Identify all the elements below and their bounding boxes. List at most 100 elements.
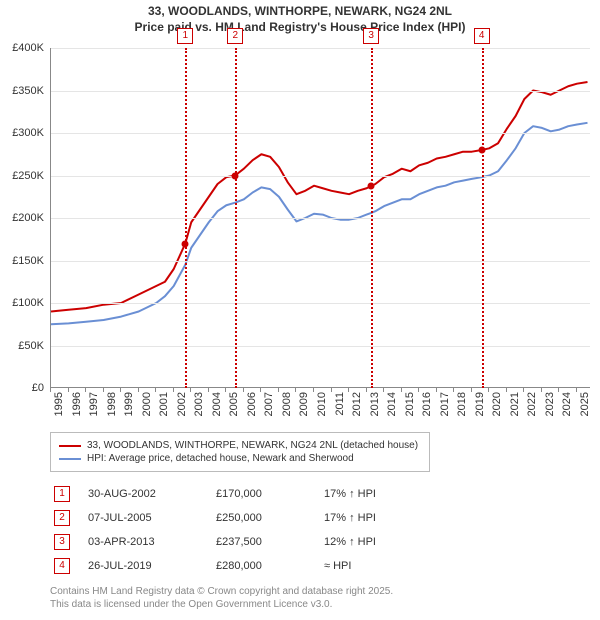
sale-marker-point xyxy=(478,147,485,154)
y-axis-label: £400K xyxy=(0,42,44,54)
x-tick xyxy=(190,388,191,392)
x-tick xyxy=(260,388,261,392)
x-tick xyxy=(576,388,577,392)
x-axis-label: 2000 xyxy=(141,392,153,416)
x-tick xyxy=(523,388,524,392)
y-axis-label: £300K xyxy=(0,127,44,139)
y-axis-label: £150K xyxy=(0,255,44,267)
x-axis-label: 2025 xyxy=(579,392,591,416)
legend-swatch xyxy=(59,458,81,460)
plot-area: 1234 xyxy=(50,48,590,388)
x-axis-label: 2012 xyxy=(351,392,363,416)
y-gridline xyxy=(51,303,590,304)
x-tick xyxy=(103,388,104,392)
legend: 33, WOODLANDS, WINTHORPE, NEWARK, NG24 2… xyxy=(50,432,430,472)
x-axis-label: 2022 xyxy=(526,392,538,416)
sales-row-pct: 17% ↑ HPI xyxy=(324,512,444,524)
sale-marker-point xyxy=(368,183,375,190)
y-gridline xyxy=(51,91,590,92)
x-axis-label: 2021 xyxy=(509,392,521,416)
title-line2: Price paid vs. HM Land Registry's House … xyxy=(10,20,590,36)
x-tick xyxy=(68,388,69,392)
x-axis-label: 2011 xyxy=(334,392,346,416)
sales-table: 1 30-AUG-2002 £170,000 17% ↑ HPI 2 07-JUL-200… xyxy=(50,482,550,578)
y-gridline xyxy=(51,133,590,134)
sales-row-pct: 12% ↑ HPI xyxy=(324,536,444,548)
sales-row-marker: 2 xyxy=(54,510,70,526)
sales-row-price: £170,000 xyxy=(216,488,306,500)
attribution: Contains HM Land Registry data © Crown c… xyxy=(50,586,570,611)
x-tick xyxy=(436,388,437,392)
y-gridline xyxy=(51,48,590,49)
x-axis-label: 1999 xyxy=(123,392,135,416)
x-tick xyxy=(506,388,507,392)
legend-row-price-paid: 33, WOODLANDS, WINTHORPE, NEWARK, NG24 2… xyxy=(59,439,421,452)
x-axis-label: 2015 xyxy=(404,392,416,416)
sales-row-pct: 17% ↑ HPI xyxy=(324,488,444,500)
x-axis-label: 2009 xyxy=(298,392,310,416)
sale-marker-box: 3 xyxy=(363,28,379,44)
x-axis-label: 2002 xyxy=(176,392,188,416)
sales-row-marker: 1 xyxy=(54,486,70,502)
y-axis-label: £200K xyxy=(0,212,44,224)
x-axis-label: 1995 xyxy=(53,392,65,416)
x-tick xyxy=(418,388,419,392)
sale-marker-line xyxy=(371,48,373,388)
x-tick xyxy=(50,388,51,392)
x-axis-label: 2016 xyxy=(421,392,433,416)
y-gridline xyxy=(51,218,590,219)
sale-marker-line xyxy=(185,48,187,388)
sale-marker-point xyxy=(182,240,189,247)
x-axis-label: 2001 xyxy=(158,392,170,416)
x-tick xyxy=(558,388,559,392)
attribution-line1: Contains HM Land Registry data © Crown c… xyxy=(50,586,570,599)
x-axis-label: 2018 xyxy=(456,392,468,416)
sales-row-date: 26-JUL-2019 xyxy=(88,560,198,572)
x-tick xyxy=(401,388,402,392)
y-axis-label: £350K xyxy=(0,85,44,97)
y-axis-label: £100K xyxy=(0,297,44,309)
x-axis-label: 1996 xyxy=(71,392,83,416)
sales-row-date: 07-JUL-2005 xyxy=(88,512,198,524)
x-axis-label: 1998 xyxy=(106,392,118,416)
legend-swatch xyxy=(59,445,81,447)
x-tick xyxy=(471,388,472,392)
x-axis-label: 2008 xyxy=(281,392,293,416)
x-tick xyxy=(488,388,489,392)
x-axis-label: 1997 xyxy=(88,392,100,416)
x-axis-label: 2023 xyxy=(544,392,556,416)
sales-row: 207-JUL-2005£250,00017% ↑ HPI xyxy=(50,506,550,530)
x-axis-label: 2014 xyxy=(386,392,398,416)
sales-row-pct: ≈ HPI xyxy=(324,560,444,572)
chart-area: 1234 £0£50K£100K£150K£200K£250K£300K£350… xyxy=(50,48,590,388)
y-gridline xyxy=(51,261,590,262)
legend-label: 33, WOODLANDS, WINTHORPE, NEWARK, NG24 2… xyxy=(87,440,418,451)
legend-label: HPI: Average price, detached house, Newa… xyxy=(87,453,354,464)
x-tick xyxy=(383,388,384,392)
chart-container: 33, WOODLANDS, WINTHORPE, NEWARK, NG24 2… xyxy=(0,0,600,620)
sale-marker-box: 4 xyxy=(474,28,490,44)
sales-row-date: 30-AUG-2002 xyxy=(88,488,198,500)
y-axis-label: £0 xyxy=(0,382,44,394)
x-axis-label: 2007 xyxy=(263,392,275,416)
x-axis-label: 2004 xyxy=(211,392,223,416)
y-axis-label: £250K xyxy=(0,170,44,182)
x-axis-label: 2003 xyxy=(193,392,205,416)
x-tick xyxy=(541,388,542,392)
x-tick xyxy=(295,388,296,392)
sales-row-marker: 3 xyxy=(54,534,70,550)
x-axis-label: 2013 xyxy=(369,392,381,416)
sales-row-price: £280,000 xyxy=(216,560,306,572)
y-axis-label: £50K xyxy=(0,340,44,352)
x-axis-label: 2024 xyxy=(561,392,573,416)
chart-title: 33, WOODLANDS, WINTHORPE, NEWARK, NG24 2… xyxy=(0,0,600,35)
x-tick xyxy=(208,388,209,392)
sale-marker-line xyxy=(482,48,484,388)
sale-marker-line xyxy=(235,48,237,388)
y-gridline xyxy=(51,346,590,347)
sales-row: 426-JUL-2019£280,000≈ HPI xyxy=(50,554,550,578)
x-tick xyxy=(243,388,244,392)
x-axis-label: 2006 xyxy=(246,392,258,416)
x-tick xyxy=(85,388,86,392)
x-tick xyxy=(348,388,349,392)
